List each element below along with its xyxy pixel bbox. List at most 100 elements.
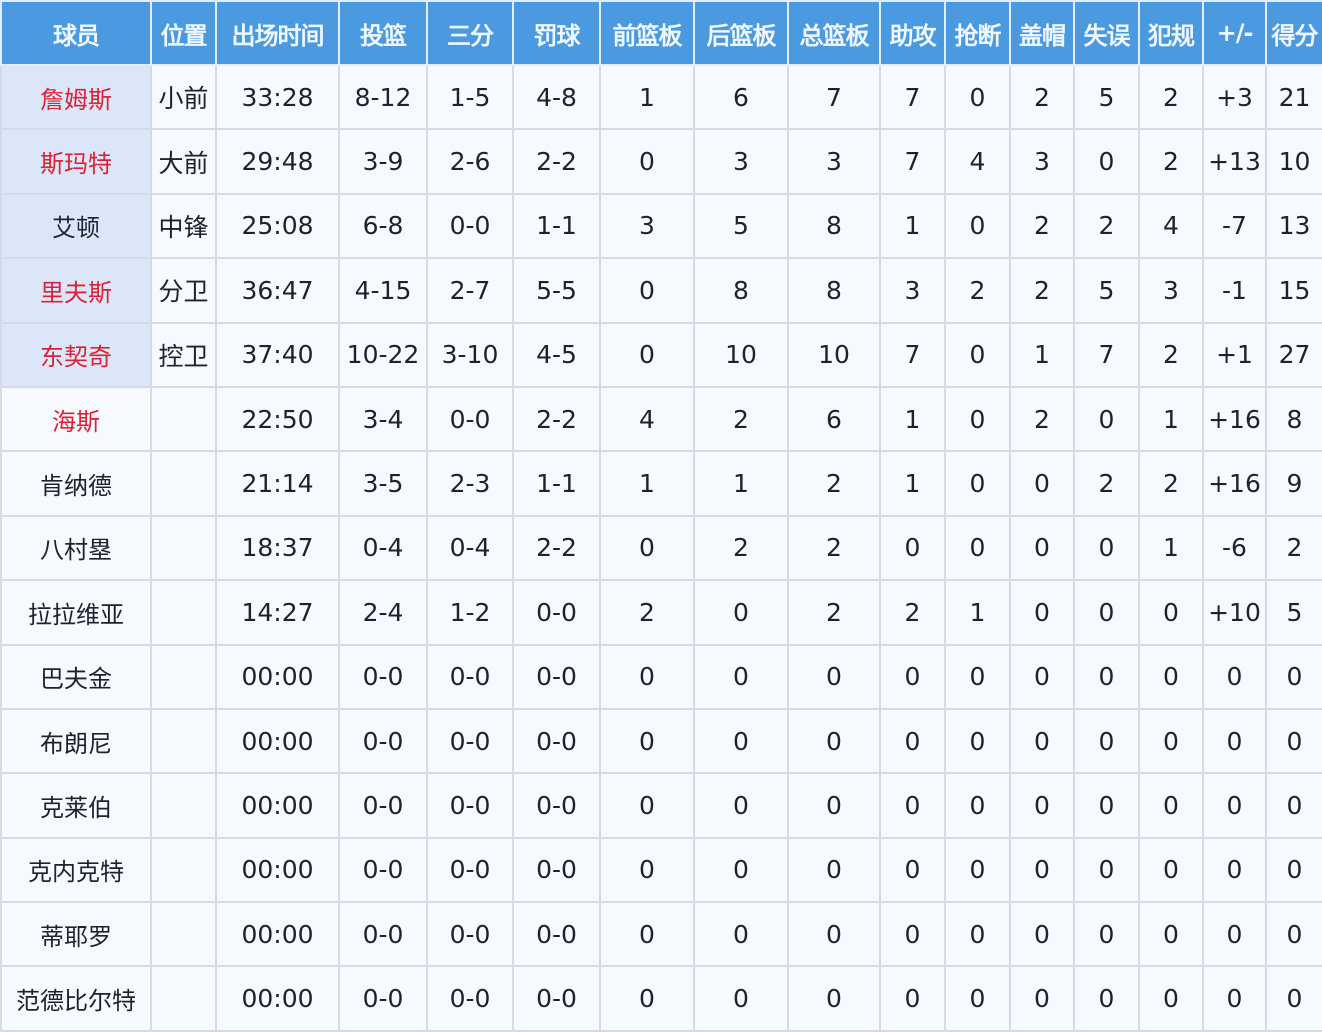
cell-position [150, 901, 217, 968]
cell-fg: 0-0 [338, 901, 428, 968]
cell-ft: 0-0 [512, 707, 601, 775]
cell-pf: 1 [1138, 514, 1204, 582]
cell-pf: 2 [1138, 63, 1204, 131]
cell-fg: 0-0 [338, 836, 428, 904]
cell-dreb: 5 [693, 192, 789, 260]
cell-minutes: 22:50 [215, 385, 340, 453]
table-row: 肯纳德 21:14 3-5 2-3 1-1 1 1 2 1 0 0 2 2 +16 9 [0, 450, 1322, 517]
cell-position [150, 514, 217, 582]
cell-plus-minus: -6 [1202, 514, 1267, 582]
cell-ft: 0-0 [512, 772, 601, 839]
header-minutes[interactable]: 出场时间 [215, 0, 340, 66]
player-name[interactable]: 蒂耶罗 [0, 901, 152, 968]
player-name[interactable]: 东契奇 [0, 321, 152, 388]
cell-oreb: 0 [599, 514, 695, 582]
cell-tov: 5 [1073, 257, 1140, 324]
cell-position [150, 772, 217, 839]
header-player[interactable]: 球员 [0, 0, 152, 66]
cell-fg: 0-0 [338, 772, 428, 839]
cell-dreb: 1 [693, 450, 789, 517]
player-name[interactable]: 范德比尔特 [0, 965, 152, 1032]
header-tov[interactable]: 失误 [1073, 0, 1140, 66]
player-name[interactable]: 克内克特 [0, 836, 152, 904]
player-name[interactable]: 拉拉维亚 [0, 579, 152, 646]
table-row: 艾顿 中锋 25:08 6-8 0-0 1-1 3 5 8 1 0 2 2 4 -7 13 [0, 192, 1322, 260]
cell-minutes: 00:00 [215, 707, 340, 775]
cell-stl: 0 [944, 836, 1011, 904]
player-name[interactable]: 八村塁 [0, 514, 152, 582]
cell-minutes: 37:40 [215, 321, 340, 388]
cell-reb: 0 [787, 643, 881, 710]
table-body: 詹姆斯 小前 33:28 8-12 1-5 4-8 1 6 7 7 0 2 5 2 +3 21 斯玛特 大前 29:… [0, 63, 1322, 1032]
cell-pf: 0 [1138, 772, 1204, 839]
header-ast[interactable]: 助攻 [879, 0, 946, 66]
header-position[interactable]: 位置 [150, 0, 217, 66]
cell-minutes: 18:37 [215, 514, 340, 582]
header-reb[interactable]: 总篮板 [787, 0, 881, 66]
player-name[interactable]: 克莱伯 [0, 772, 152, 839]
cell-pts: 5 [1265, 579, 1322, 646]
cell-reb: 0 [787, 772, 881, 839]
cell-minutes: 14:27 [215, 579, 340, 646]
cell-three-pt: 1-5 [426, 63, 514, 131]
cell-stl: 0 [944, 643, 1011, 710]
cell-ft: 0-0 [512, 836, 601, 904]
cell-tov: 0 [1073, 707, 1140, 775]
cell-reb: 2 [787, 579, 881, 646]
header-dreb[interactable]: 后篮板 [693, 0, 789, 66]
cell-three-pt: 2-3 [426, 450, 514, 517]
player-name[interactable]: 艾顿 [0, 192, 152, 260]
cell-pf: 0 [1138, 901, 1204, 968]
cell-pts: 13 [1265, 192, 1322, 260]
header-ft[interactable]: 罚球 [512, 0, 601, 66]
header-pf[interactable]: 犯规 [1138, 0, 1204, 66]
cell-stl: 0 [944, 772, 1011, 839]
cell-dreb: 8 [693, 257, 789, 324]
header-fg[interactable]: 投篮 [338, 0, 428, 66]
cell-blk: 0 [1009, 643, 1075, 710]
cell-plus-minus: 0 [1202, 772, 1267, 839]
cell-pts: 0 [1265, 965, 1322, 1032]
header-pts[interactable]: 得分 [1265, 0, 1322, 66]
cell-plus-minus: 0 [1202, 901, 1267, 968]
cell-oreb: 0 [599, 772, 695, 839]
cell-tov: 0 [1073, 772, 1140, 839]
cell-position [150, 450, 217, 517]
cell-ft: 0-0 [512, 579, 601, 646]
cell-pts: 21 [1265, 63, 1322, 131]
header-blk[interactable]: 盖帽 [1009, 0, 1075, 66]
cell-tov: 0 [1073, 836, 1140, 904]
cell-oreb: 0 [599, 643, 695, 710]
cell-blk: 1 [1009, 321, 1075, 388]
cell-fg: 10-22 [338, 321, 428, 388]
cell-ft: 0-0 [512, 901, 601, 968]
player-name[interactable]: 詹姆斯 [0, 63, 152, 131]
cell-three-pt: 0-0 [426, 192, 514, 260]
cell-pts: 2 [1265, 514, 1322, 582]
player-name[interactable]: 斯玛特 [0, 128, 152, 195]
header-plus-minus[interactable]: +/- [1202, 0, 1267, 66]
cell-minutes: 21:14 [215, 450, 340, 517]
cell-fg: 3-5 [338, 450, 428, 517]
header-stl[interactable]: 抢断 [944, 0, 1011, 66]
player-name[interactable]: 海斯 [0, 385, 152, 453]
table-row: 里夫斯 分卫 36:47 4-15 2-7 5-5 0 8 8 3 2 2 5 3 -1 15 [0, 257, 1322, 324]
header-oreb[interactable]: 前篮板 [599, 0, 695, 66]
cell-three-pt: 0-4 [426, 514, 514, 582]
cell-oreb: 0 [599, 965, 695, 1032]
cell-dreb: 0 [693, 707, 789, 775]
cell-minutes: 36:47 [215, 257, 340, 324]
player-name[interactable]: 里夫斯 [0, 257, 152, 324]
header-three-pt[interactable]: 三分 [426, 0, 514, 66]
cell-fg: 8-12 [338, 63, 428, 131]
cell-oreb: 3 [599, 192, 695, 260]
player-name[interactable]: 巴夫金 [0, 643, 152, 710]
player-name[interactable]: 肯纳德 [0, 450, 152, 517]
cell-fg: 0-4 [338, 514, 428, 582]
cell-plus-minus: +16 [1202, 385, 1267, 453]
table-row: 蒂耶罗 00:00 0-0 0-0 0-0 0 0 0 0 0 0 0 0 0 0 [0, 901, 1322, 968]
player-name[interactable]: 布朗尼 [0, 707, 152, 775]
cell-fg: 0-0 [338, 965, 428, 1032]
cell-tov: 0 [1073, 128, 1140, 195]
cell-pts: 0 [1265, 707, 1322, 775]
